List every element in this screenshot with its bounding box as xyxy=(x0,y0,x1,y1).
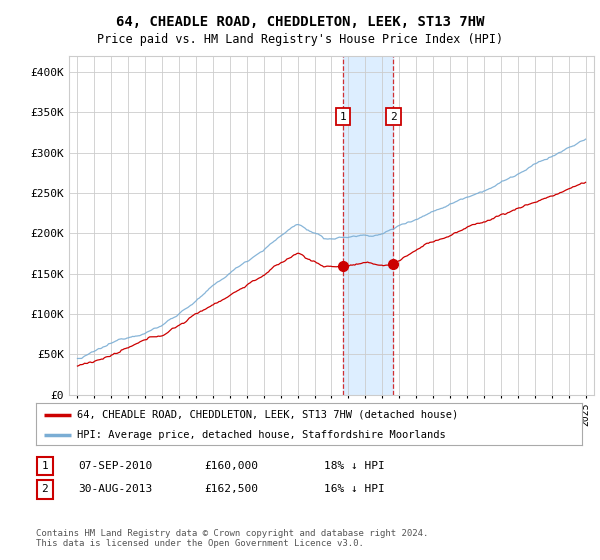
Text: 1: 1 xyxy=(41,461,49,471)
Text: 2: 2 xyxy=(390,111,397,122)
Text: 16% ↓ HPI: 16% ↓ HPI xyxy=(324,484,385,494)
Text: 07-SEP-2010: 07-SEP-2010 xyxy=(78,461,152,471)
Text: 64, CHEADLE ROAD, CHEDDLETON, LEEK, ST13 7HW (detached house): 64, CHEADLE ROAD, CHEDDLETON, LEEK, ST13… xyxy=(77,409,458,419)
Text: HPI: Average price, detached house, Staffordshire Moorlands: HPI: Average price, detached house, Staf… xyxy=(77,430,446,440)
Text: 30-AUG-2013: 30-AUG-2013 xyxy=(78,484,152,494)
Bar xyxy=(343,56,394,395)
Text: Contains HM Land Registry data © Crown copyright and database right 2024.
This d: Contains HM Land Registry data © Crown c… xyxy=(36,529,428,548)
Text: £162,500: £162,500 xyxy=(204,484,258,494)
Text: 18% ↓ HPI: 18% ↓ HPI xyxy=(324,461,385,471)
Text: 2: 2 xyxy=(41,484,49,494)
Text: Price paid vs. HM Land Registry's House Price Index (HPI): Price paid vs. HM Land Registry's House … xyxy=(97,32,503,46)
Text: 64, CHEADLE ROAD, CHEDDLETON, LEEK, ST13 7HW: 64, CHEADLE ROAD, CHEDDLETON, LEEK, ST13… xyxy=(116,15,484,29)
Text: 1: 1 xyxy=(340,111,346,122)
Text: £160,000: £160,000 xyxy=(204,461,258,471)
